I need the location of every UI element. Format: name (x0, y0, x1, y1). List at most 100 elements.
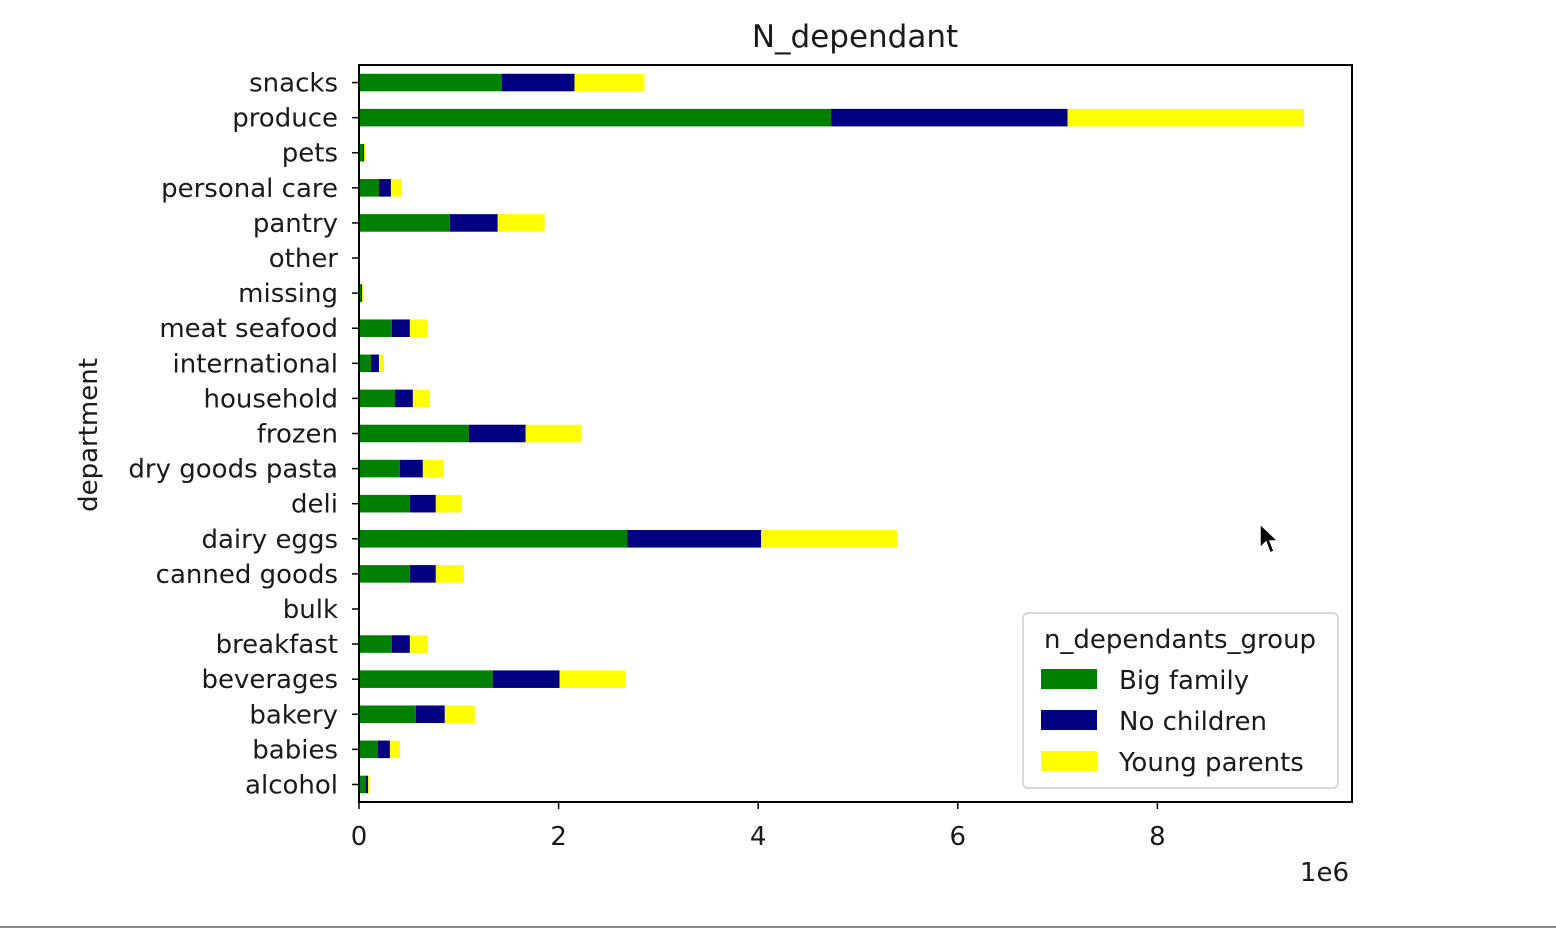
bar-young-parents-personal-care (390, 179, 402, 197)
y-tick-label: babies (252, 735, 338, 765)
bar-young-parents-pantry (497, 214, 545, 232)
bar-no-children-dry-goods-pasta (399, 459, 423, 478)
x-tick-label: 6 (950, 822, 967, 852)
legend-swatch (1041, 669, 1097, 689)
bar-big-family-alcohol (359, 775, 366, 794)
x-tick-label: 8 (1149, 822, 1166, 852)
chart-title: N_dependant (752, 19, 958, 55)
bar-big-family-breakfast (359, 635, 392, 653)
y-ticks-group: alcohol babies bakery beverages breakfast bul… (128, 69, 359, 800)
bar-no-children-babies (377, 740, 390, 759)
bar-big-family-international (359, 354, 371, 373)
bar-big-family-meat-seafood (359, 319, 392, 337)
x-tick-label: 0 (351, 822, 368, 852)
legend-label: Big family (1119, 666, 1249, 696)
y-tick-label: canned goods (156, 560, 338, 590)
bar-big-family-snacks (359, 73, 502, 92)
bars-group (359, 73, 1305, 794)
y-tick-label: pantry (253, 209, 338, 239)
y-tick-label: bulk (283, 595, 338, 625)
y-tick-label: dairy eggs (201, 525, 338, 555)
bar-young-parents-deli (435, 494, 462, 513)
bar-big-family-babies (359, 740, 378, 759)
bar-no-children-produce (831, 108, 1068, 127)
bar-no-children-canned-goods (409, 565, 436, 583)
legend-title: n_dependants_group (1044, 625, 1316, 655)
bar-no-children-international (370, 354, 379, 373)
bar-no-children-beverages (492, 670, 560, 688)
bar-big-family-household (359, 389, 395, 408)
y-tick-label: alcohol (245, 770, 338, 800)
bar-big-family-produce (359, 108, 832, 127)
bar-young-parents-babies (389, 740, 400, 759)
bar-young-parents-dairy-eggs (761, 530, 897, 548)
bar-young-parents-alcohol (367, 775, 370, 794)
y-tick-label: meat seafood (159, 314, 338, 344)
bar-no-children-deli (409, 494, 436, 513)
y-tick-label: personal care (161, 174, 338, 204)
bar-big-family-pets (359, 143, 363, 162)
legend: n_dependants_group Big family No children… (1022, 612, 1339, 789)
y-tick-label: snacks (249, 69, 338, 99)
legend-items: Big family No children Young parents (1041, 666, 1304, 778)
y-tick-label: frozen (257, 420, 338, 450)
x-axis-offset-label: 1e6 (1300, 858, 1349, 888)
bar-big-family-pantry (359, 214, 450, 232)
bar-no-children-personal-care (378, 179, 391, 197)
bar-young-parents-pets (363, 143, 365, 162)
bar-young-parents-dry-goods-pasta (422, 459, 444, 478)
bar-young-parents-breakfast (409, 635, 428, 653)
bar-young-parents-canned-goods (435, 565, 464, 583)
bar-big-family-beverages (359, 670, 493, 688)
y-tick-label: produce (232, 104, 338, 134)
y-tick-label: international (173, 349, 339, 379)
bar-no-children-pets (362, 143, 364, 162)
bar-young-parents-meat-seafood (409, 319, 428, 337)
bar-big-family-bakery (359, 705, 416, 724)
bar-young-parents-snacks (574, 73, 645, 92)
bar-no-children-breakfast (391, 635, 410, 653)
y-tick-label: other (269, 244, 339, 274)
bar-no-children-missing (360, 284, 362, 302)
bar-young-parents-produce (1067, 108, 1305, 127)
bar-no-children-household (394, 389, 413, 408)
y-tick-label: bakery (249, 700, 338, 730)
plot-frame (358, 64, 1353, 803)
bar-young-parents-beverages (559, 670, 626, 688)
x-ticks-group: 0 2 4 6 8 (351, 802, 1166, 852)
y-tick-label: pets (282, 139, 338, 169)
bar-big-family-canned-goods (359, 565, 410, 583)
bar-no-children-alcohol (365, 775, 368, 794)
y-tick-label: missing (238, 279, 338, 309)
y-axis-label: department (74, 358, 104, 512)
bar-big-family-dry-goods-pasta (359, 459, 400, 478)
bar-no-children-bakery (415, 705, 445, 724)
legend-label: No children (1119, 707, 1267, 737)
bar-no-children-snacks (501, 73, 575, 92)
bar-young-parents-bakery (444, 705, 475, 724)
y-tick-label: beverages (201, 665, 338, 695)
bar-big-family-frozen (359, 424, 469, 443)
legend-label: Young parents (1118, 748, 1304, 778)
bar-big-family-personal-care (359, 179, 379, 197)
bar-young-parents-international (378, 354, 384, 373)
legend-box (1022, 612, 1339, 789)
bar-young-parents-household (412, 389, 430, 408)
bar-young-parents-missing (361, 284, 363, 302)
bar-no-children-dairy-eggs (627, 530, 762, 548)
legend-swatch (1041, 751, 1097, 771)
y-tick-label: breakfast (216, 630, 338, 660)
bar-no-children-pantry (449, 214, 498, 232)
window-bottom-edge (0, 926, 1556, 928)
bar-no-children-meat-seafood (391, 319, 410, 337)
bar-young-parents-frozen (525, 424, 582, 443)
y-tick-label: deli (291, 490, 338, 520)
bar-big-family-dairy-eggs (359, 530, 628, 548)
mouse-pointer-icon (1259, 522, 1280, 555)
y-tick-label: household (203, 384, 338, 414)
bar-no-children-frozen (468, 424, 526, 443)
bar-big-family-deli (359, 494, 410, 513)
x-tick-label: 4 (750, 822, 767, 852)
y-tick-label: dry goods pasta (128, 455, 338, 485)
